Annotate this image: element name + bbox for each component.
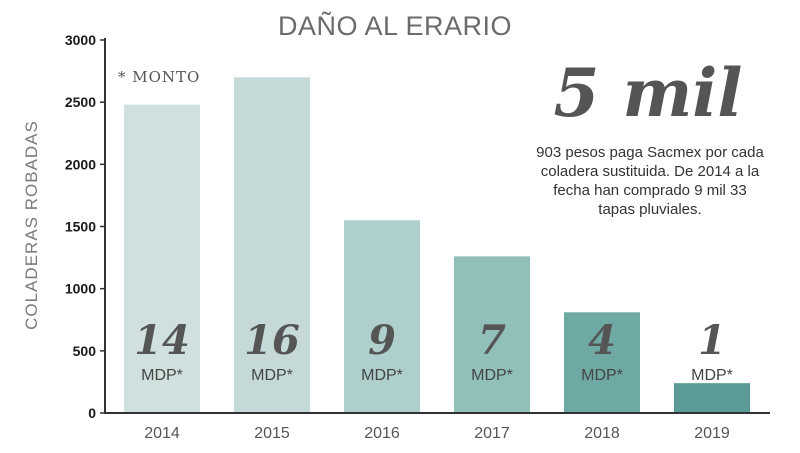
bar [344, 220, 420, 413]
bar-amount-label: 1 [698, 317, 726, 364]
x-tick-label: 2015 [254, 425, 290, 442]
bar [564, 312, 640, 413]
bar-amount-label: 16 [244, 317, 300, 364]
highlight-text-line: coladera sustituida. De 2014 a la [541, 163, 760, 180]
y-tick-label: 3000 [65, 32, 96, 48]
x-axis-ticks: 2014 2015 2016 2017 2018 2019 [144, 425, 730, 442]
highlight-text-line: fecha han comprado 9 mil 33 [553, 182, 746, 199]
highlight-text-line: 903 pesos paga Sacmex por cada [536, 144, 764, 161]
bar-unit-label: MDP* [581, 367, 623, 384]
bar-labels: 14 MDP* 16 MDP* 9 MDP* 7 MDP* 4 MDP* 1 MDP* [134, 317, 733, 384]
y-tick-label: 2500 [65, 94, 96, 110]
bar-amount-label: 9 [368, 317, 396, 364]
bar-amount-label: 14 [134, 317, 190, 364]
y-tick-label: 500 [73, 343, 97, 359]
y-tick-label: 0 [88, 405, 96, 421]
bar [124, 104, 200, 414]
y-axis-ticks: 0 500 1000 1500 2000 2500 3000 [65, 32, 105, 421]
x-tick-label: 2019 [694, 425, 730, 442]
x-tick-label: 2017 [474, 425, 510, 442]
bars [124, 77, 750, 414]
y-tick-label: 2000 [65, 156, 96, 172]
y-tick-label: 1000 [65, 281, 96, 297]
bar-unit-label: MDP* [141, 367, 183, 384]
x-tick-label: 2016 [364, 425, 400, 442]
x-tick-label: 2018 [584, 425, 620, 442]
bar-unit-label: MDP* [691, 367, 733, 384]
bar-unit-label: MDP* [471, 367, 513, 384]
x-tick-label: 2014 [144, 425, 180, 442]
bar [674, 383, 750, 413]
bar-amount-label: 4 [588, 317, 616, 364]
bar-amount-label: 7 [478, 317, 506, 364]
bar-unit-label: MDP* [361, 367, 403, 384]
chart-title: DAÑO AL ERARIO [278, 10, 512, 41]
bar [234, 77, 310, 414]
y-axis-label: COLADERAS ROBADAS [22, 120, 41, 330]
bar-unit-label: MDP* [251, 367, 293, 384]
highlight-text-line: tapas pluviales. [598, 201, 701, 218]
highlight-number: 5 mil [554, 54, 743, 132]
y-tick-label: 1500 [65, 219, 96, 235]
highlight-description: 903 pesos paga Sacmex por cada coladera s… [536, 144, 764, 218]
amount-note: * MONTO [118, 68, 200, 86]
bar [454, 256, 530, 413]
